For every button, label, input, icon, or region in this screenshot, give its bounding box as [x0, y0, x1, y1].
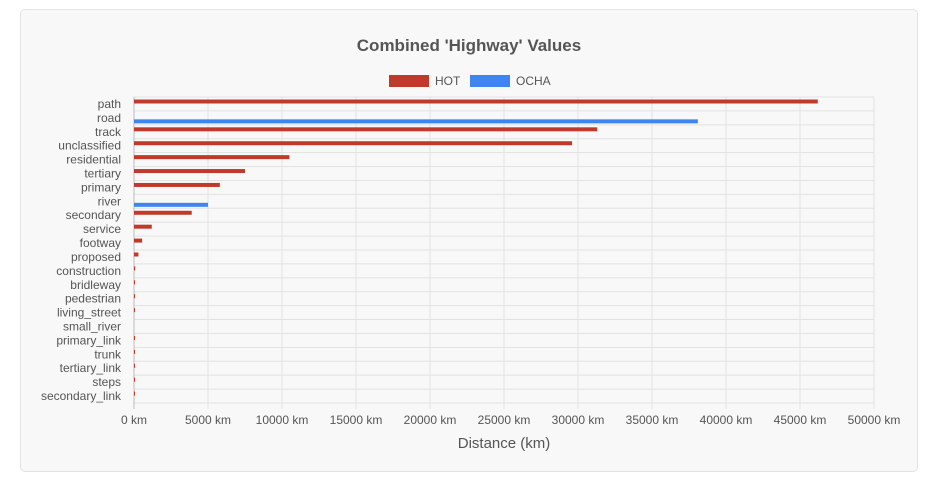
bar-hot-proposed [134, 252, 139, 257]
bar-hot-pedestrian [134, 294, 135, 299]
bar-hot-residential [134, 155, 290, 160]
y-tick-label: construction [56, 264, 121, 278]
x-tick-label: 15000 km [330, 413, 383, 427]
y-tick-label: track [95, 125, 122, 139]
bar-ocha-river [134, 202, 208, 207]
x-axis-title: Distance (km) [458, 435, 551, 452]
y-tick-label: residential [66, 153, 121, 167]
bars [134, 99, 818, 396]
y-tick-label: living_street [57, 306, 122, 320]
bar-hot-bridleway [134, 280, 135, 285]
x-tick-label: 0 km [121, 413, 147, 427]
y-tick-label: secondary [66, 208, 121, 222]
y-tick-label: primary [81, 180, 121, 194]
bar-hot-track [134, 127, 598, 132]
bar-hot-tertiary_link [134, 363, 135, 368]
bar-hot-primary_link [134, 335, 135, 340]
bar-hot-steps [134, 377, 135, 382]
y-tick-label: bridleway [70, 278, 121, 292]
bar-hot-trunk [134, 349, 135, 354]
x-tick-label: 35000 km [626, 413, 679, 427]
legend-label-ocha: OCHA [516, 74, 551, 88]
y-tick-label: tertiary [84, 167, 121, 181]
bar-hot-secondary_link [134, 391, 135, 396]
y-tick-label: path [98, 97, 121, 111]
y-axis-labels: pathroadtrackunclassifiedresidentialtert… [41, 97, 122, 403]
x-tick-label: 5000 km [185, 413, 231, 427]
grid [133, 96, 875, 409]
legend-swatch-hot [389, 75, 429, 87]
y-tick-label: small_river [63, 320, 121, 334]
y-tick-label: secondary_link [41, 389, 122, 403]
y-tick-label: road [97, 111, 121, 125]
x-tick-label: 20000 km [404, 413, 457, 427]
bar-hot-tertiary [134, 169, 245, 174]
y-tick-label: tertiary_link [60, 361, 122, 375]
bar-hot-service [134, 224, 152, 229]
bar-hot-living_street [134, 308, 135, 313]
bar-hot-secondary [134, 210, 192, 215]
y-tick-label: pedestrian [65, 292, 121, 306]
y-tick-label: footway [80, 236, 121, 250]
bar-hot-construction [134, 266, 136, 271]
y-tick-label: steps [92, 375, 121, 389]
y-tick-label: service [83, 222, 121, 236]
y-tick-label: trunk [94, 347, 122, 361]
chart-title: Combined 'Highway' Values [357, 36, 581, 55]
bar-ocha-road [134, 119, 698, 124]
x-tick-label: 40000 km [700, 413, 753, 427]
y-tick-label: unclassified [58, 139, 121, 153]
x-tick-label: 50000 km [848, 413, 901, 427]
y-tick-label: river [98, 194, 121, 208]
bar-hot-footway [134, 238, 143, 243]
bar-hot-path [134, 99, 818, 104]
x-tick-label: 10000 km [256, 413, 309, 427]
bar-hot-primary [134, 182, 220, 187]
y-tick-label: proposed [71, 250, 121, 264]
legend-label-hot: HOT [435, 74, 461, 88]
legend-swatch-ocha [470, 75, 510, 87]
legend: HOT OCHA [389, 74, 551, 88]
chart-card [20, 9, 918, 472]
bar-hot-unclassified [134, 141, 573, 146]
y-tick-label: primary_link [56, 333, 122, 347]
x-axis-labels: 0 km 5000 km 10000 km 15000 km 20000 km 25000… [121, 413, 900, 427]
x-tick-label: 25000 km [478, 413, 531, 427]
x-tick-label: 30000 km [552, 413, 605, 427]
x-tick-label: 45000 km [774, 413, 827, 427]
